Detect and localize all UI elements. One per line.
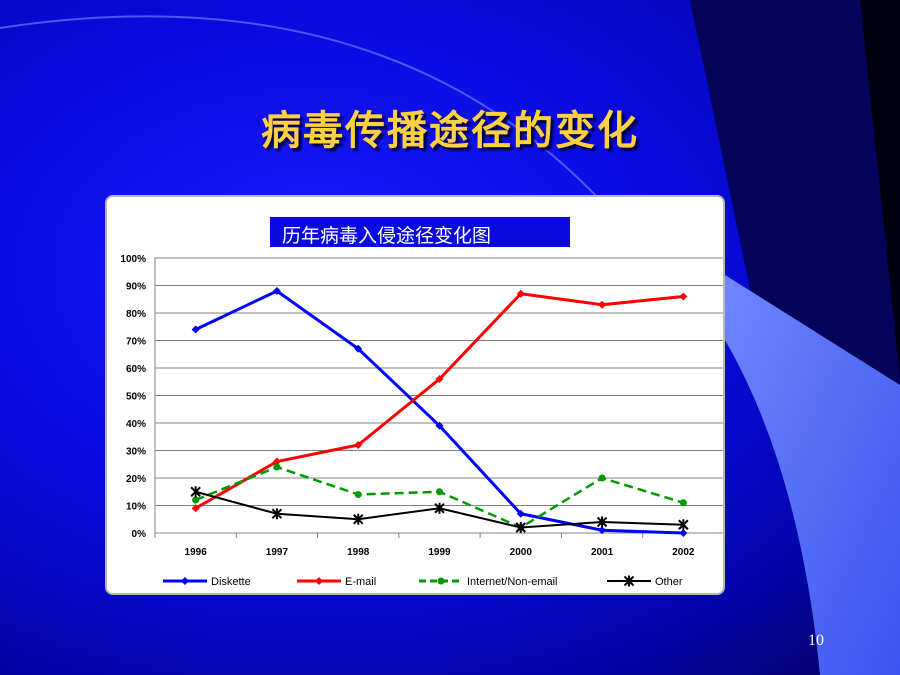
data-point-other	[271, 508, 283, 520]
data-point-internet-non-email	[436, 488, 443, 496]
data-point-other	[515, 522, 526, 533]
data-point-e-mail	[598, 300, 607, 309]
data-point-other	[596, 516, 608, 528]
data-point-other	[190, 486, 201, 498]
chart-title: 历年病毒入侵途径变化图	[270, 217, 570, 247]
x-tick-label: 1998	[347, 547, 370, 558]
legend-label-e-mail: E-mail	[345, 576, 376, 588]
y-tick-label: 20%	[126, 474, 146, 485]
data-point-e-mail	[679, 292, 688, 301]
data-point-other	[353, 513, 364, 525]
y-tick-label: 90%	[126, 282, 146, 293]
data-point-internet-non-email	[192, 496, 200, 504]
page-number: 10	[808, 632, 824, 649]
y-tick-label: 60%	[126, 364, 146, 375]
x-tick-label: 1997	[266, 547, 289, 558]
data-point-diskette	[435, 421, 444, 430]
legend-marker-other	[623, 575, 635, 587]
data-point-diskette	[272, 287, 281, 295]
legend-label-diskette: Diskette	[211, 576, 251, 588]
y-tick-label: 30%	[126, 447, 146, 458]
y-tick-label: 80%	[126, 309, 146, 320]
y-tick-label: 0%	[132, 529, 147, 540]
slide-title: 病毒传播途径的变化	[261, 107, 639, 154]
data-point-e-mail	[354, 441, 363, 449]
y-tick-label: 40%	[126, 419, 146, 430]
data-point-diskette	[679, 529, 688, 537]
y-tick-label: 10%	[126, 502, 146, 513]
x-tick-label: 1996	[185, 547, 208, 558]
x-tick-label: 1999	[428, 547, 451, 558]
data-point-diskette	[516, 509, 525, 518]
data-point-e-mail	[435, 375, 444, 383]
legend-marker-diskette	[181, 577, 189, 585]
y-tick-label: 50%	[126, 392, 146, 403]
data-point-diskette	[354, 344, 363, 353]
blue-sweep-shape	[725, 275, 900, 675]
legend-marker-internet-non-email	[437, 577, 445, 585]
chart-panel: 0% 10% 20% 30% 40% 50% 60% 70% 80% 90% 100% 1996 199…	[105, 195, 725, 595]
data-point-e-mail	[516, 289, 525, 298]
legend-marker-e-mail	[315, 577, 323, 585]
x-tick-label: 2001	[591, 547, 614, 558]
x-tick-label: 2002	[672, 547, 695, 558]
legend-label-internet-non-email: Internet/Non-email	[467, 576, 558, 588]
data-point-e-mail	[191, 504, 200, 513]
data-point-diskette	[598, 526, 607, 535]
data-point-other	[434, 502, 445, 514]
data-point-e-mail	[272, 457, 281, 466]
y-tick-label: 100%	[120, 254, 146, 265]
x-tick-label: 2000	[510, 547, 533, 558]
data-point-internet-non-email	[273, 463, 281, 471]
data-point-internet-non-email	[598, 474, 606, 482]
legend-label-other: Other	[655, 576, 683, 588]
data-point-internet-non-email	[679, 499, 687, 507]
data-point-other	[678, 519, 689, 531]
arc-line	[0, 15, 601, 201]
y-tick-label: 70%	[126, 337, 146, 348]
data-point-diskette	[191, 325, 200, 334]
data-point-internet-non-email	[354, 491, 362, 498]
line-chart: 0% 10% 20% 30% 40% 50% 60% 70% 80% 90% 100% 1996 199…	[120, 254, 723, 588]
